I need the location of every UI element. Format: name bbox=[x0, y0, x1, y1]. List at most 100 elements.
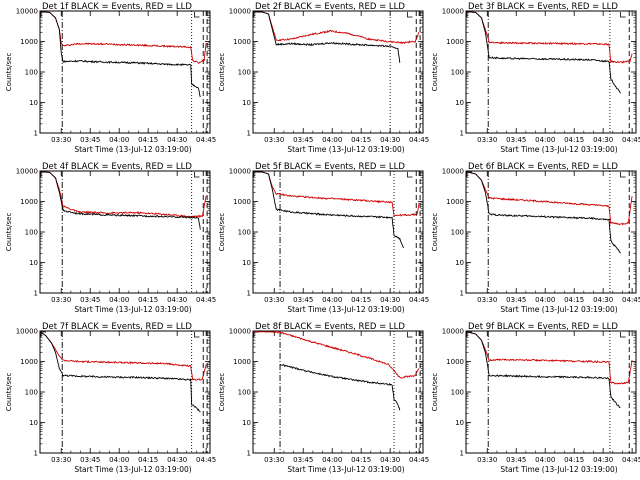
x-tick-label: 04:30 bbox=[167, 136, 187, 144]
panel-title: Det 4f BLACK = Events, RED = LLD bbox=[42, 162, 192, 172]
y-tick-label: 1000 bbox=[233, 198, 251, 206]
x-axis-label: Start Time (13-Jul-12 03:19:00) bbox=[74, 305, 191, 314]
y-tick-label: 100 bbox=[451, 229, 464, 237]
y-tick-label: 10000 bbox=[442, 328, 464, 336]
lld-series-line bbox=[253, 330, 420, 379]
end-marker bbox=[407, 172, 413, 178]
plot-frame bbox=[252, 10, 424, 134]
y-tick-label: 10 bbox=[242, 419, 251, 427]
x-tick-label: 03:45 bbox=[293, 456, 313, 464]
lld-series-line bbox=[253, 11, 420, 45]
x-axis-label: Start Time (13-Jul-12 03:19:00) bbox=[287, 305, 404, 314]
events-series-line bbox=[465, 331, 621, 409]
y-tick-label: 100 bbox=[25, 389, 38, 397]
y-tick-label: 10000 bbox=[16, 328, 38, 336]
y-tick-label: 1 bbox=[460, 130, 464, 138]
x-tick-label: 04:45 bbox=[622, 456, 640, 464]
x-tick-label: 04:30 bbox=[167, 296, 187, 304]
x-tick-label: 04:30 bbox=[593, 456, 613, 464]
x-tick-label: 04:30 bbox=[380, 296, 400, 304]
y-tick-label: 1 bbox=[34, 290, 38, 298]
y-axis-label: Counts/sec bbox=[5, 373, 13, 412]
y-tick-label: 10000 bbox=[16, 168, 38, 176]
detector-panel-7: Det 7f BLACK = Events, RED = LLD Counts/s… bbox=[5, 322, 216, 474]
x-tick-label: 04:15 bbox=[351, 456, 371, 464]
y-tick-label: 100 bbox=[451, 389, 464, 397]
end-marker bbox=[620, 172, 626, 178]
x-tick-label: 03:30 bbox=[477, 456, 497, 464]
x-tick-label: 04:15 bbox=[564, 456, 584, 464]
x-tick-label: 04:00 bbox=[322, 456, 342, 464]
detector-panel-3: Det 3f BLACK = Events, RED = LLD Counts/s… bbox=[431, 2, 640, 154]
x-tick-label: 04:30 bbox=[167, 456, 187, 464]
y-axis-label: Counts/sec bbox=[5, 53, 13, 92]
lld-series-line bbox=[253, 171, 420, 217]
y-tick-label: 10000 bbox=[229, 168, 251, 176]
x-tick-label: 04:45 bbox=[622, 136, 640, 144]
start-marker bbox=[253, 171, 259, 177]
x-axis-label: Start Time (13-Jul-12 03:19:00) bbox=[500, 305, 617, 314]
y-tick-label: 10 bbox=[29, 99, 38, 107]
start-marker bbox=[40, 171, 46, 177]
x-tick-label: 03:45 bbox=[506, 456, 526, 464]
x-tick-label: 04:45 bbox=[409, 456, 429, 464]
detector-panel-2: Det 2f BLACK = Events, RED = LLD Counts/s… bbox=[218, 2, 429, 154]
y-tick-label: 10 bbox=[242, 259, 251, 267]
x-tick-label: 04:00 bbox=[109, 296, 129, 304]
y-tick-label: 100 bbox=[238, 389, 251, 397]
x-tick-label: 03:30 bbox=[51, 296, 71, 304]
x-tick-label: 04:30 bbox=[593, 136, 613, 144]
plot-frame bbox=[465, 170, 637, 294]
plot-frame bbox=[252, 170, 424, 294]
x-tick-label: 03:30 bbox=[264, 456, 284, 464]
x-tick-label: 03:30 bbox=[264, 136, 284, 144]
panel-title: Det 2f BLACK = Events, RED = LLD bbox=[255, 2, 405, 12]
x-tick-label: 04:00 bbox=[535, 456, 555, 464]
x-tick-label: 04:45 bbox=[196, 136, 216, 144]
y-tick-label: 10 bbox=[29, 419, 38, 427]
x-tick-label: 04:00 bbox=[322, 136, 342, 144]
events-series-line bbox=[465, 171, 621, 254]
lld-series-line bbox=[465, 331, 633, 385]
detector-panel-9: Det 9f BLACK = Events, RED = LLD Counts/s… bbox=[431, 322, 640, 474]
y-tick-label: 100 bbox=[451, 69, 464, 77]
lld-series-line bbox=[39, 331, 207, 381]
detector-panel-5: Det 5f BLACK = Events, RED = LLD Counts/s… bbox=[218, 162, 429, 314]
lld-series-line bbox=[465, 171, 633, 226]
x-axis-label: Start Time (13-Jul-12 03:19:00) bbox=[74, 465, 191, 474]
y-tick-label: 10 bbox=[242, 99, 251, 107]
y-tick-label: 100 bbox=[238, 229, 251, 237]
y-tick-label: 1 bbox=[460, 290, 464, 298]
y-axis-label: Counts/sec bbox=[218, 373, 226, 412]
start-marker bbox=[253, 331, 259, 337]
y-axis-label: Counts/sec bbox=[431, 373, 439, 412]
x-tick-label: 04:00 bbox=[535, 296, 555, 304]
x-tick-label: 03:30 bbox=[264, 296, 284, 304]
panel-title: Det 3f BLACK = Events, RED = LLD bbox=[468, 2, 618, 12]
y-tick-label: 1 bbox=[34, 130, 38, 138]
x-tick-label: 04:30 bbox=[380, 136, 400, 144]
events-series-line bbox=[40, 171, 201, 230]
y-axis-label: Counts/sec bbox=[5, 213, 13, 252]
x-tick-label: 04:15 bbox=[138, 136, 158, 144]
plot-frame bbox=[39, 330, 211, 454]
x-tick-label: 04:00 bbox=[109, 136, 129, 144]
events-series-line bbox=[466, 11, 621, 94]
detector-panel-1: Det 1f BLACK = Events, RED = LLD Counts/s… bbox=[5, 2, 216, 154]
y-tick-label: 10000 bbox=[442, 8, 464, 16]
y-tick-label: 1000 bbox=[20, 358, 38, 366]
y-tick-label: 10 bbox=[455, 259, 464, 267]
x-tick-label: 03:30 bbox=[477, 296, 497, 304]
y-tick-label: 1 bbox=[247, 130, 251, 138]
start-marker bbox=[253, 11, 259, 17]
x-axis-label: Start Time (13-Jul-12 03:19:00) bbox=[287, 465, 404, 474]
x-tick-label: 03:45 bbox=[293, 136, 313, 144]
y-tick-label: 1000 bbox=[20, 38, 38, 46]
panel-title: Det 6f BLACK = Events, RED = LLD bbox=[468, 162, 618, 172]
x-tick-label: 04:30 bbox=[593, 296, 613, 304]
y-tick-label: 10 bbox=[455, 419, 464, 427]
panel-title: Det 9f BLACK = Events, RED = LLD bbox=[468, 322, 618, 332]
y-axis-label: Counts/sec bbox=[431, 213, 439, 252]
end-marker bbox=[194, 332, 200, 338]
y-tick-label: 10 bbox=[455, 99, 464, 107]
